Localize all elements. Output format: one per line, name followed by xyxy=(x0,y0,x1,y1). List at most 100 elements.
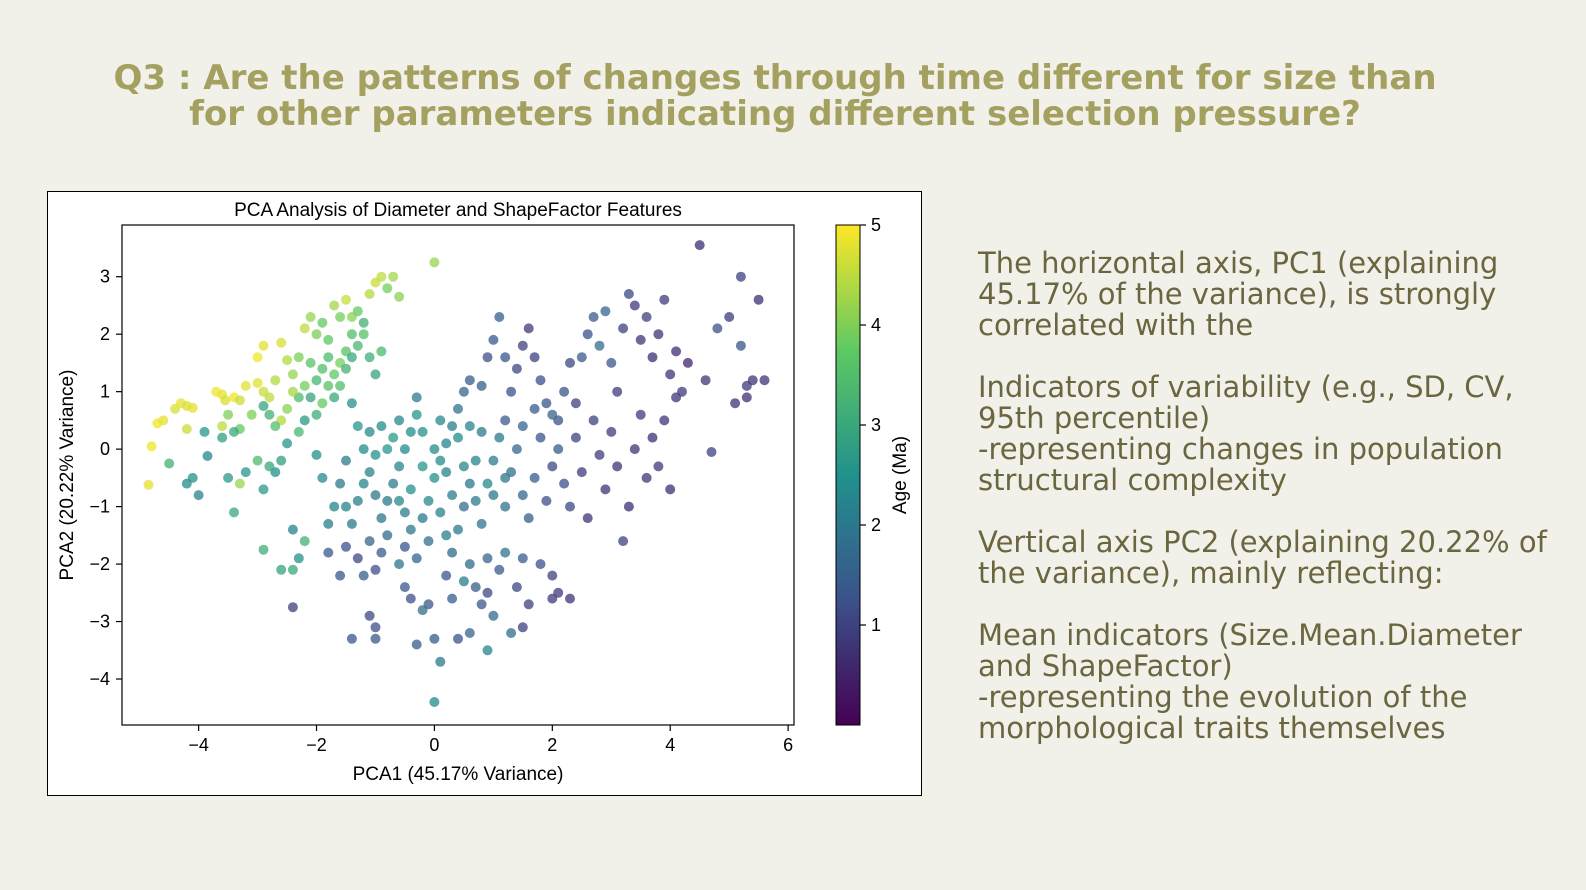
scatter-point xyxy=(394,291,405,302)
scatter-point xyxy=(653,329,664,340)
colorbar-tick-label: 5 xyxy=(871,215,881,235)
scatter-point xyxy=(364,467,375,478)
scatter-point xyxy=(429,633,440,644)
scatter-point xyxy=(500,547,511,558)
scatter-point xyxy=(143,479,154,490)
scatter-point xyxy=(500,415,511,426)
scatter-point xyxy=(346,518,357,529)
scatter-point xyxy=(341,294,351,305)
scatter-point xyxy=(547,570,558,581)
scatter-point xyxy=(181,424,192,434)
scatter-point xyxy=(529,352,540,363)
scatter-point xyxy=(282,403,293,414)
y-tick-label: 3 xyxy=(100,267,110,287)
scatter-point xyxy=(517,421,528,432)
pca-figure: PCA Analysis of Diameter and ShapeFactor… xyxy=(47,191,922,796)
scatter-point xyxy=(623,289,634,299)
scatter-point xyxy=(594,449,605,460)
scatter-point xyxy=(659,294,670,305)
x-tick-label: 4 xyxy=(665,735,675,755)
scatter-point xyxy=(482,587,493,598)
scatter-point xyxy=(305,392,316,403)
scatter-point xyxy=(341,541,351,552)
scatter-point xyxy=(665,484,676,495)
scatter-point xyxy=(240,467,251,478)
chart-title: PCA Analysis of Diameter and ShapeFactor… xyxy=(234,200,682,221)
scatter-point xyxy=(341,455,351,466)
scatter-point xyxy=(376,513,387,524)
scatter-point xyxy=(311,449,322,460)
scatter-point xyxy=(706,447,717,457)
title-line: Q3 : Are the patterns of changes through… xyxy=(113,58,1437,98)
scatter-point xyxy=(358,329,369,340)
note-line: Vertical axis PC2 (explaining 20.22% of xyxy=(978,525,1547,559)
scatter-point xyxy=(482,478,493,489)
scatter-point xyxy=(323,547,334,558)
scatter-point xyxy=(264,409,275,420)
scatter-point xyxy=(464,559,475,570)
scatter-point xyxy=(441,467,452,478)
scatter-point xyxy=(181,478,192,489)
scatter-point xyxy=(470,582,481,593)
scatter-point xyxy=(435,455,446,466)
scatter-point xyxy=(476,599,487,610)
scatter-point xyxy=(164,458,175,469)
scatter-point xyxy=(500,352,511,363)
scatter-point xyxy=(535,432,546,443)
note-line: the variance), mainly reflecting: xyxy=(978,556,1444,590)
scatter-point xyxy=(411,392,422,403)
scatter-point xyxy=(447,421,458,432)
scatter-point xyxy=(759,375,770,386)
scatter-point xyxy=(470,495,481,506)
scatter-point xyxy=(500,472,511,483)
scatter-point xyxy=(482,553,493,564)
scatter-point xyxy=(441,530,452,541)
scatter-point xyxy=(202,451,213,461)
scatter-point xyxy=(570,432,581,443)
scatter-point xyxy=(199,426,210,437)
scatter-point xyxy=(329,392,340,403)
scatter-point xyxy=(629,300,640,311)
scatter-point xyxy=(264,392,275,403)
scatter-point xyxy=(565,593,575,604)
scatter-point xyxy=(494,432,505,443)
scatter-point xyxy=(482,352,493,363)
scatter-point xyxy=(682,357,693,368)
scatter-point xyxy=(394,559,405,570)
scatter-point xyxy=(753,294,764,305)
scatter-point xyxy=(317,363,328,374)
scatter-point xyxy=(559,478,570,489)
scatter-point xyxy=(229,507,239,518)
note-mean-indicators: Mean indicators (Size.Mean.Diameter and … xyxy=(978,620,1568,744)
scatter-point xyxy=(500,501,511,512)
scatter-point xyxy=(382,530,393,541)
scatter-point xyxy=(329,501,340,512)
scatter-point xyxy=(399,582,410,593)
scatter-point xyxy=(523,323,534,334)
scatter-point xyxy=(476,380,487,391)
scatter-point xyxy=(370,369,381,380)
scatter-point xyxy=(252,378,263,388)
scatter-point xyxy=(287,524,298,535)
scatter-point xyxy=(453,403,463,414)
scatter-point xyxy=(447,490,458,501)
scatter-point xyxy=(453,432,463,443)
scatter-point xyxy=(612,461,623,472)
scatter-point xyxy=(158,415,169,426)
scatter-point xyxy=(741,392,752,403)
scatter-point xyxy=(547,593,558,604)
scatter-point xyxy=(417,513,428,524)
scatter-point xyxy=(565,501,575,512)
slide-title: Q3 : Are the patterns of changes through… xyxy=(90,60,1460,132)
scatter-point xyxy=(417,605,428,616)
scatter-point xyxy=(582,329,593,340)
scatter-point xyxy=(488,455,499,466)
scatter-point xyxy=(700,375,711,386)
note-line: The horizontal axis, PC1 (explaining xyxy=(978,246,1499,280)
note-line: 45.17% of the variance), is strongly xyxy=(978,277,1497,311)
scatter-point xyxy=(453,524,463,535)
scatter-point xyxy=(323,380,334,391)
scatter-point xyxy=(576,352,587,363)
scatter-point xyxy=(252,352,263,363)
scatter-point xyxy=(641,472,652,483)
